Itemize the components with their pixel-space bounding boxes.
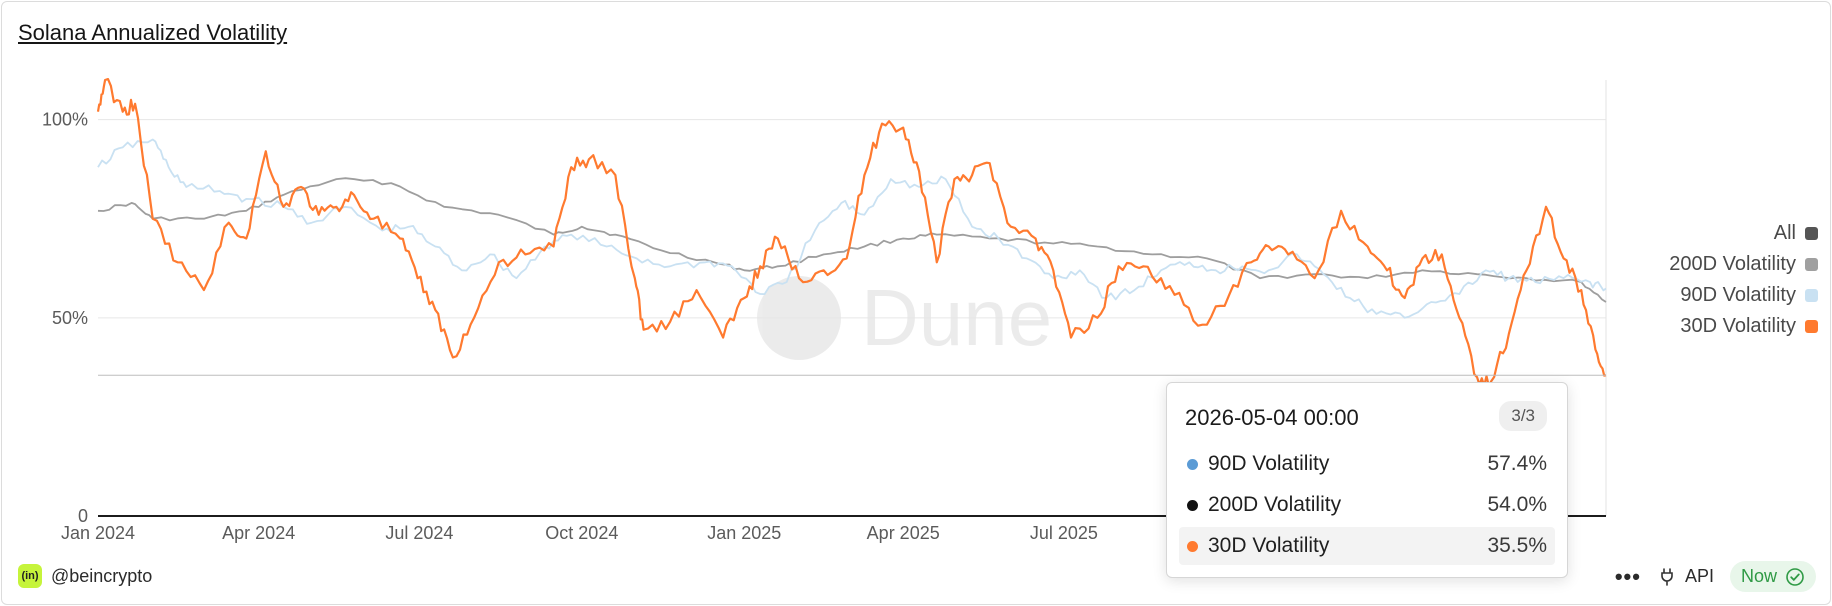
x-tick-label: Apr 2025 — [867, 523, 940, 543]
tooltip-row: 200D Volatility 54.0% — [1179, 486, 1555, 524]
api-button[interactable]: API — [1657, 566, 1714, 587]
legend-swatch — [1805, 258, 1818, 271]
y-tick-label: 0 — [78, 506, 88, 526]
series-line-90d-volatility — [97, 138, 1607, 319]
x-tick-label: Jan 2025 — [707, 523, 781, 543]
x-tick-label: Jan 2024 — [61, 523, 135, 543]
tooltip-series-value: 57.4% — [1487, 452, 1547, 475]
legend-label: All — [1773, 222, 1796, 244]
now-label: Now — [1740, 566, 1777, 586]
tooltip-series-name: 200D Volatility — [1208, 493, 1342, 516]
legend-item-all[interactable]: All — [1774, 222, 1818, 245]
legend-label: 30D Volatility — [1680, 315, 1796, 337]
author-credit[interactable]: (in) @beincrypto — [18, 564, 152, 588]
tooltip-series-value: 54.0% — [1487, 493, 1547, 516]
legend-label: 200D Volatility — [1669, 253, 1796, 275]
legend-label: 90D Volatility — [1680, 284, 1796, 306]
api-label: API — [1684, 566, 1714, 586]
beincrypto-logo-icon: (in) — [18, 564, 42, 588]
series-dot-icon — [1187, 458, 1198, 470]
series-line-200d-volatility — [97, 177, 1607, 303]
legend-swatch — [1805, 320, 1818, 333]
legend-item-30d[interactable]: 30D Volatility — [1680, 315, 1818, 338]
tooltip-date: 2026-05-04 00:00 — [1185, 405, 1359, 430]
x-tick-label: Oct 2024 — [545, 523, 618, 543]
tooltip-row: 90D Volatility 57.4% — [1179, 445, 1555, 483]
legend-item-90d[interactable]: 90D Volatility — [1680, 284, 1818, 307]
tooltip-series-name: 30D Volatility — [1208, 534, 1330, 557]
series-dot-icon — [1187, 499, 1198, 511]
author-handle[interactable]: @beincrypto — [51, 565, 153, 586]
tooltip-series-value: 35.5% — [1487, 534, 1547, 557]
series-line-30d-volatility — [96, 78, 1607, 388]
x-tick-label: Jul 2025 — [1030, 523, 1098, 543]
x-tick-label: Apr 2024 — [222, 523, 295, 543]
more-options-icon[interactable]: ••• — [1614, 563, 1641, 589]
tooltip-series-name: 90D Volatility — [1208, 452, 1330, 475]
chart-actions: ••• API Now — [1615, 561, 1816, 592]
y-tick-label: 50% — [52, 308, 88, 328]
plug-icon — [1661, 567, 1673, 586]
legend-swatch — [1805, 289, 1818, 302]
series-dot-icon — [1187, 540, 1198, 552]
tooltip-page-indicator[interactable]: 3/3 — [1499, 401, 1547, 431]
x-tick-label: Jul 2024 — [385, 523, 453, 543]
tooltip-row-highlighted: 30D Volatility 35.5% — [1179, 527, 1555, 565]
legend-swatch — [1805, 227, 1818, 240]
check-badge-icon — [1786, 567, 1804, 586]
legend-item-200d[interactable]: 200D Volatility — [1669, 253, 1818, 276]
refresh-status-badge[interactable]: Now — [1729, 561, 1816, 592]
chart-tooltip: 2026-05-04 00:00 3/3 90D Volatility 57.4… — [1166, 382, 1568, 578]
chart-title[interactable]: Solana Annualized Volatility — [18, 20, 288, 45]
y-tick-label: 100% — [42, 110, 88, 130]
